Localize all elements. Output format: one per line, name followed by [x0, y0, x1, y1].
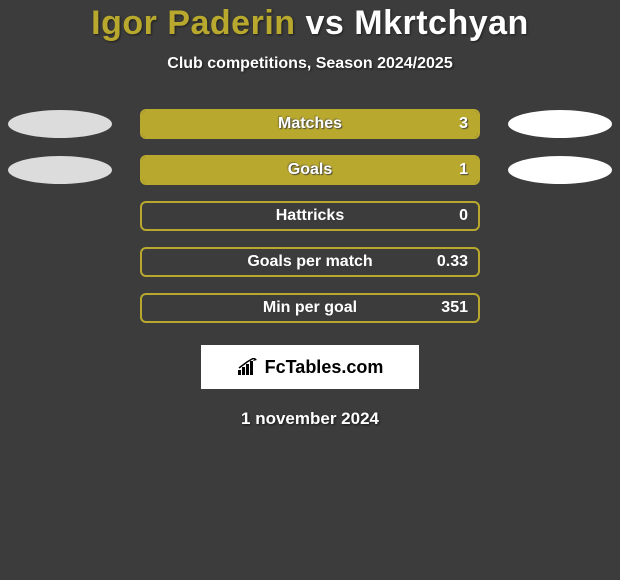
stat-value: 0	[459, 207, 468, 225]
stat-value: 3	[459, 115, 468, 133]
stat-label: Min per goal	[142, 299, 478, 317]
stat-value: 1	[459, 161, 468, 179]
player2-name: Mkrtchyan	[354, 4, 529, 42]
date-label: 1 november 2024	[0, 409, 620, 429]
stat-label: Hattricks	[142, 207, 478, 225]
stat-bar: Matches3	[140, 109, 480, 139]
chart-icon	[237, 358, 259, 376]
stat-bar: Min per goal351	[140, 293, 480, 323]
stat-row: Goals1	[0, 155, 620, 185]
stats-list: Matches3Goals1Hattricks0Goals per match0…	[0, 109, 620, 323]
stat-value: 0.33	[437, 253, 468, 271]
left-ellipse	[8, 110, 112, 138]
right-ellipse	[508, 110, 612, 138]
stat-bar: Goals per match0.33	[140, 247, 480, 277]
stat-row: Hattricks0	[0, 201, 620, 231]
subtitle: Club competitions, Season 2024/2025	[0, 55, 620, 73]
stat-row: Goals per match0.33	[0, 247, 620, 277]
stat-row: Min per goal351	[0, 293, 620, 323]
stat-bar: Hattricks0	[140, 201, 480, 231]
left-ellipse	[8, 156, 112, 184]
stat-value: 351	[441, 299, 468, 317]
stat-label: Goals	[142, 161, 478, 179]
vs-text: vs	[305, 4, 344, 42]
right-ellipse	[508, 156, 612, 184]
stat-label: Matches	[142, 115, 478, 133]
comparison-card: Igor Paderin vs Mkrtchyan Club competiti…	[0, 0, 620, 429]
page-title: Igor Paderin vs Mkrtchyan	[0, 4, 620, 43]
player1-name: Igor Paderin	[91, 4, 295, 42]
stat-bar: Goals1	[140, 155, 480, 185]
stat-row: Matches3	[0, 109, 620, 139]
logo-text: FcTables.com	[265, 357, 384, 378]
logo-box[interactable]: FcTables.com	[201, 345, 419, 389]
stat-label: Goals per match	[142, 253, 478, 271]
